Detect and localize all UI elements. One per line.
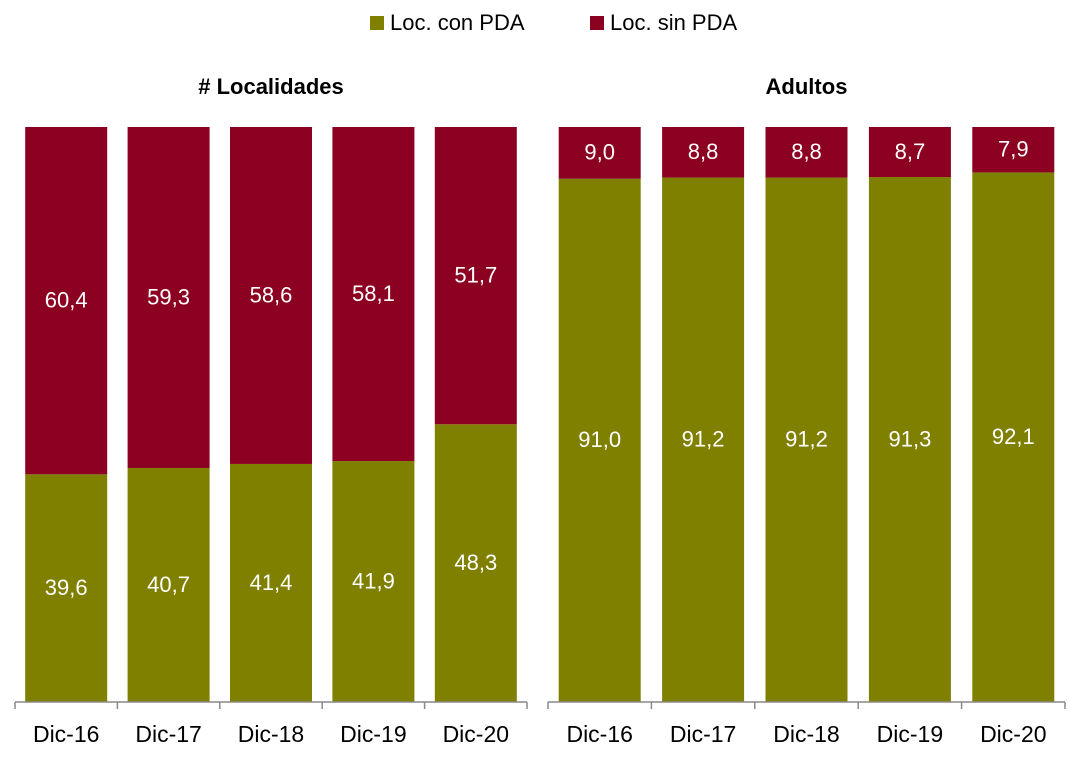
x-tick-label: Dic-17: [135, 721, 201, 747]
bar-segment: [230, 463, 312, 702]
bar-segment: [662, 127, 745, 178]
bar-segment: [25, 127, 108, 475]
x-tick-label: Dic-18: [773, 721, 839, 747]
value-label: 60,4: [45, 287, 88, 312]
x-tick-label: Dic-18: [238, 721, 304, 747]
chart-title: Adultos: [766, 74, 848, 99]
value-label: 92,1: [992, 424, 1035, 449]
bar-segment: [765, 177, 848, 703]
value-label: 91,2: [682, 427, 725, 452]
chart-title: # Localidades: [198, 74, 344, 99]
value-label: 8,8: [791, 139, 822, 164]
value-label: 91,0: [578, 427, 621, 452]
value-label: 8,8: [688, 139, 719, 164]
value-label: 91,3: [888, 426, 931, 451]
value-label: 59,3: [147, 284, 190, 309]
x-tick-label: Dic-16: [33, 721, 99, 747]
x-tick-label: Dic-17: [670, 721, 736, 747]
value-label: 9,0: [584, 140, 615, 165]
bar-segment: [765, 127, 848, 178]
value-label: 8,7: [895, 139, 926, 164]
bar-segment: [127, 467, 210, 702]
bar-segment: [972, 127, 1055, 173]
value-label: 41,4: [250, 570, 293, 595]
x-tick-label: Dic-19: [340, 721, 406, 747]
value-label: 51,7: [454, 262, 497, 287]
bar-segment: [558, 127, 641, 179]
bar-segment: [558, 178, 641, 702]
x-tick-label: Dic-20: [980, 721, 1046, 747]
value-label: 41,9: [352, 568, 395, 593]
value-label: 7,9: [998, 137, 1029, 162]
value-label: 39,6: [45, 575, 88, 600]
x-tick-label: Dic-19: [877, 721, 943, 747]
value-label: 40,7: [147, 572, 190, 597]
bar-segment: [868, 177, 951, 702]
value-label: 91,2: [785, 427, 828, 452]
legend-swatch: [590, 16, 604, 30]
x-tick-label: Dic-16: [566, 721, 632, 747]
value-label: 48,3: [454, 550, 497, 575]
bar-segment: [127, 127, 210, 468]
legend-swatch: [370, 16, 384, 30]
bar-segment: [25, 474, 108, 702]
x-tick-label: Dic-20: [443, 721, 509, 747]
bar-segment: [972, 172, 1055, 703]
legend-label: Loc. sin PDA: [610, 10, 737, 35]
legend-label: Loc. con PDA: [390, 10, 525, 35]
bar-segment: [332, 127, 415, 462]
bar-segment: [230, 127, 312, 464]
bar-segment: [662, 177, 745, 703]
bar-segment: [434, 127, 517, 425]
bar-segment: [868, 127, 951, 178]
value-label: 58,1: [352, 281, 395, 306]
bar-segment: [434, 424, 517, 702]
value-label: 58,6: [250, 282, 293, 307]
bar-segment: [332, 461, 415, 702]
